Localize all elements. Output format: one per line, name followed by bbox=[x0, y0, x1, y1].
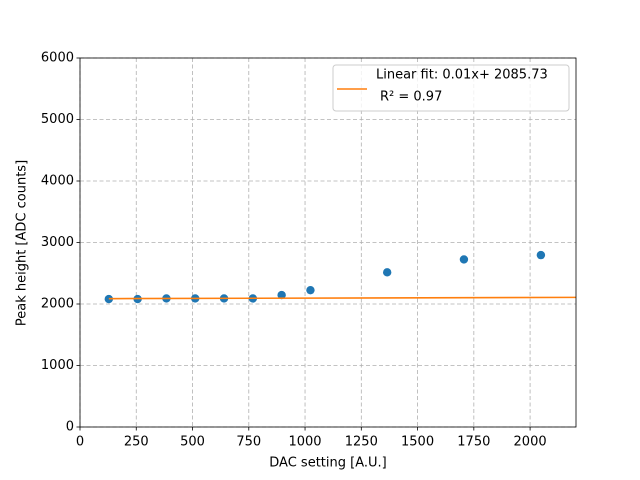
legend-box bbox=[332, 64, 570, 112]
x-tick-label: 1750 bbox=[457, 435, 490, 450]
x-tick-label: 1000 bbox=[288, 435, 321, 450]
x-axis-label: DAC setting [A.U.] bbox=[269, 456, 386, 471]
point bbox=[459, 255, 469, 264]
x-tick-label: 1250 bbox=[345, 435, 378, 450]
y-tick-label: 2000 bbox=[41, 297, 74, 312]
axes-frame bbox=[79, 57, 577, 428]
point bbox=[306, 285, 315, 295]
x-tick-label: 2000 bbox=[514, 435, 547, 450]
x-tick-label: 500 bbox=[180, 435, 205, 450]
point bbox=[277, 290, 286, 300]
x-tick-label: 250 bbox=[124, 435, 149, 450]
y-tick-label: 3000 bbox=[41, 235, 74, 250]
y-axis-label: Peak height [ADC counts] bbox=[15, 160, 30, 326]
legend-label: R² = 0.97 bbox=[380, 90, 442, 105]
y-tick-label: 0 bbox=[66, 420, 74, 435]
fit-line bbox=[108, 296, 576, 300]
y-tick-label: 4000 bbox=[41, 174, 74, 189]
x-tick-label: 1500 bbox=[401, 435, 434, 450]
x-tick-label: 750 bbox=[236, 435, 261, 450]
legend-label: Linear fit: 0.01x+ 2085.73 bbox=[376, 68, 548, 83]
y-tick-label: 1000 bbox=[41, 358, 74, 373]
point bbox=[104, 294, 114, 304]
y-tick-label: 5000 bbox=[41, 112, 74, 127]
point bbox=[536, 250, 546, 260]
y-tick-label: 6000 bbox=[41, 51, 74, 66]
point bbox=[382, 268, 392, 277]
x-tick-label: 0 bbox=[76, 435, 84, 450]
